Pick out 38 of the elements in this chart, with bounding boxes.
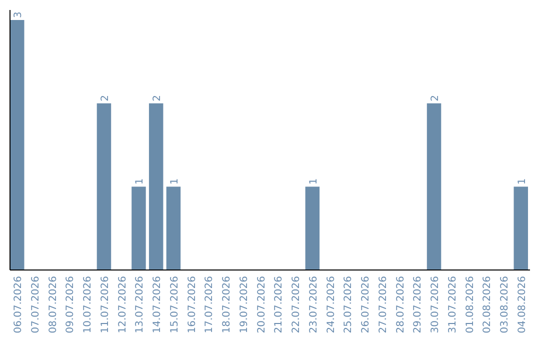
data-label: 2	[100, 94, 111, 102]
x-tick-label: 28.07.2026	[395, 276, 406, 334]
x-tick-label: 09.07.2026	[65, 276, 76, 334]
x-tick-label: 30.07.2026	[430, 276, 442, 334]
data-label: 2	[430, 94, 442, 102]
x-tick-label: 13.07.2026	[134, 276, 146, 334]
x-tick-label: 03.08.2026	[500, 276, 511, 334]
x-tick-label: 31.07.2026	[447, 276, 458, 334]
data-label: 2	[152, 94, 164, 102]
x-tick-label: 01.08.2026	[464, 276, 476, 334]
x-tick-label: 11.07.2026	[100, 276, 111, 334]
x-tick-label: 20.07.2026	[256, 276, 268, 334]
x-tick-label: 22.07.2026	[291, 276, 302, 334]
x-tick-label: 08.07.2026	[48, 276, 59, 334]
x-tick-label: 15.07.2026	[169, 276, 180, 334]
x-tick-label: 19.07.2026	[238, 276, 250, 334]
x-tick-label: 26.07.2026	[360, 276, 372, 334]
data-label: 1	[134, 178, 146, 185]
x-tick-label: 04.08.2026	[516, 276, 528, 334]
x-tick-label: 02.08.2026	[482, 276, 494, 334]
x-tick-label: 27.07.2026	[378, 276, 389, 334]
data-label: 3	[13, 12, 24, 18]
x-tick-label: 25.07.2026	[343, 276, 354, 334]
x-tick-label: 24.07.2026	[326, 276, 337, 334]
x-tick-label: 29.07.2026	[412, 276, 424, 334]
x-tick-label: 16.07.2026	[186, 276, 198, 334]
x-tick-label: 06.07.2026	[13, 276, 24, 334]
data-label: 1	[169, 178, 180, 185]
data-label: 1	[308, 178, 320, 185]
x-tick-label: 12.07.2026	[117, 276, 128, 334]
data-label: 1	[516, 178, 528, 185]
x-tick-label: 07.07.2026	[30, 276, 42, 334]
x-tick-label: 14.07.2026	[152, 276, 164, 334]
x-tick-label: 10.07.2026	[82, 276, 94, 334]
x-tick-label: 21.07.2026	[274, 276, 285, 334]
x-tick-label: 17.07.2026	[204, 276, 216, 334]
x-tick-label: 23.07.2026	[308, 276, 320, 334]
x-tick-label: 18.07.2026	[222, 276, 233, 334]
